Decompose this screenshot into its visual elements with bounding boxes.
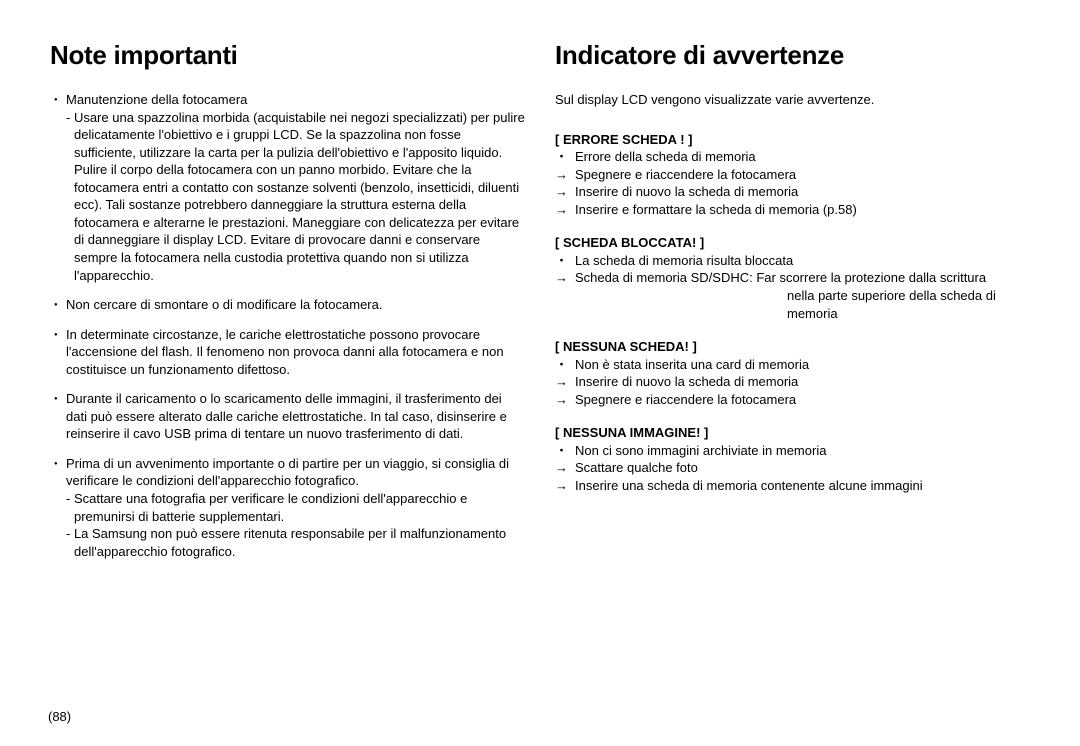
item-sub: - Scattare una fotografia per verificare…	[66, 490, 525, 525]
warning-text: Scheda di memoria SD/SDHC: Far scorrere …	[575, 269, 1030, 287]
warning-text: Scattare qualche foto	[575, 459, 1030, 477]
warning-text: Spegnere e riaccendere la fotocamera	[575, 166, 1030, 184]
warning-text: Non ci sono immagini archiviate in memor…	[575, 442, 1030, 460]
warning-line: →Inserire una scheda di memoria contenen…	[555, 477, 1030, 495]
manual-page: Note importanti Manutenzione della fotoc…	[0, 0, 1080, 746]
arrow-mark: →	[555, 391, 575, 409]
warning-text: La scheda di memoria risulta bloccata	[575, 252, 1030, 270]
right-intro: Sul display LCD vengono visualizzate var…	[555, 91, 1030, 109]
arrow-mark: →	[555, 477, 575, 495]
item-lead: Manutenzione della fotocamera	[66, 92, 247, 107]
item-lead: Non cercare di smontare o di modificare …	[66, 297, 382, 312]
item-sub: - La Samsung non può essere ritenuta res…	[66, 525, 525, 560]
left-column: Note importanti Manutenzione della fotoc…	[50, 38, 525, 572]
warning-line: →Inserire di nuovo la scheda di memoria	[555, 183, 1030, 201]
item-lead: In determinate circostanze, le cariche e…	[66, 327, 504, 377]
list-item: Non cercare di smontare o di modificare …	[54, 296, 525, 314]
warning-title: [ NESSUNA SCHEDA! ]	[555, 338, 1030, 356]
warning-line: →Inserire e formattare la scheda di memo…	[555, 201, 1030, 219]
warning-block: [ NESSUNA SCHEDA! ] ・Non è stata inserit…	[555, 338, 1030, 408]
right-column: Indicatore di avvertenze Sul display LCD…	[555, 38, 1030, 572]
page-number: (88)	[48, 709, 71, 724]
two-column-layout: Note importanti Manutenzione della fotoc…	[50, 38, 1030, 572]
warning-text: Inserire di nuovo la scheda di memoria	[575, 373, 1030, 391]
warning-text: Inserire di nuovo la scheda di memoria	[575, 183, 1030, 201]
bullet-mark: ・	[555, 252, 575, 270]
warning-line: →Spegnere e riaccendere la fotocamera	[555, 391, 1030, 409]
warning-text: Inserire una scheda di memoria contenent…	[575, 477, 1030, 495]
warning-line: ・Non ci sono immagini archiviate in memo…	[555, 442, 1030, 460]
warning-text: Spegnere e riaccendere la fotocamera	[575, 391, 1030, 409]
warning-block: [ SCHEDA BLOCCATA! ] ・La scheda di memor…	[555, 234, 1030, 322]
warning-continuation: nella parte superiore della scheda di	[555, 287, 1030, 305]
list-item: Durante il caricamento o lo scaricamento…	[54, 390, 525, 443]
warning-line: →Scattare qualche foto	[555, 459, 1030, 477]
warning-title: [ ERRORE SCHEDA ! ]	[555, 131, 1030, 149]
bullet-mark: ・	[555, 148, 575, 166]
warning-title: [ NESSUNA IMMAGINE! ]	[555, 424, 1030, 442]
warning-line: ・Errore della scheda di memoria	[555, 148, 1030, 166]
warning-text: Errore della scheda di memoria	[575, 148, 1030, 166]
warning-continuation: memoria	[555, 305, 1030, 323]
arrow-mark: →	[555, 183, 575, 201]
warning-line: ・Non è stata inserita una card di memori…	[555, 356, 1030, 374]
left-bullet-list: Manutenzione della fotocamera - Usare un…	[50, 91, 525, 560]
item-sub: - Usare una spazzolina morbida (acquista…	[66, 109, 525, 284]
warning-block: [ NESSUNA IMMAGINE! ] ・Non ci sono immag…	[555, 424, 1030, 494]
bullet-mark: ・	[555, 356, 575, 374]
item-lead: Durante il caricamento o lo scaricamento…	[66, 391, 507, 441]
right-heading: Indicatore di avvertenze	[555, 38, 1030, 73]
arrow-mark: →	[555, 201, 575, 219]
list-item: Manutenzione della fotocamera - Usare un…	[54, 91, 525, 284]
warning-line: →Scheda di memoria SD/SDHC: Far scorrere…	[555, 269, 1030, 287]
warning-text: Non è stata inserita una card di memoria	[575, 356, 1030, 374]
warning-text: Inserire e formattare la scheda di memor…	[575, 201, 1030, 219]
list-item: Prima di un avvenimento importante o di …	[54, 455, 525, 560]
warning-block: [ ERRORE SCHEDA ! ] ・Errore della scheda…	[555, 131, 1030, 219]
item-lead: Prima di un avvenimento importante o di …	[66, 456, 509, 489]
arrow-mark: →	[555, 269, 575, 287]
warning-line: →Inserire di nuovo la scheda di memoria	[555, 373, 1030, 391]
warning-title: [ SCHEDA BLOCCATA! ]	[555, 234, 1030, 252]
list-item: In determinate circostanze, le cariche e…	[54, 326, 525, 379]
arrow-mark: →	[555, 373, 575, 391]
warning-line: →Spegnere e riaccendere la fotocamera	[555, 166, 1030, 184]
left-heading: Note importanti	[50, 38, 525, 73]
bullet-mark: ・	[555, 442, 575, 460]
arrow-mark: →	[555, 166, 575, 184]
warning-line: ・La scheda di memoria risulta bloccata	[555, 252, 1030, 270]
arrow-mark: →	[555, 459, 575, 477]
